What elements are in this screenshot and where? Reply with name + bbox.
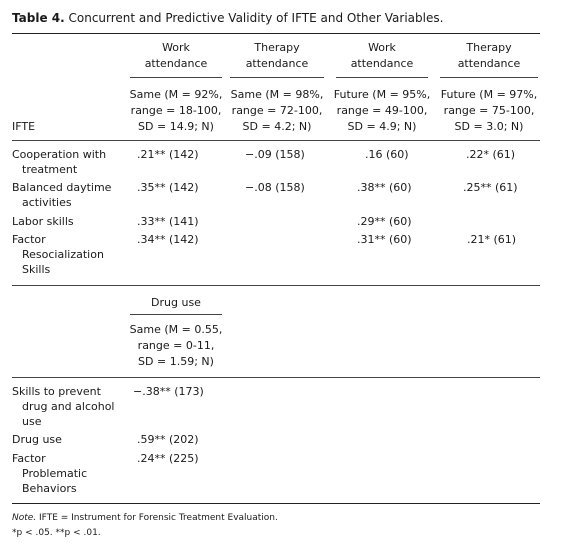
- row-label: Cooperation with treatment: [12, 148, 107, 176]
- drug-use-subheader: Same (M = 0.55, range = 0-11, SD = 1.59;…: [129, 323, 223, 368]
- row-label: Balanced daytime activities: [12, 181, 112, 209]
- row-label: Labor skills: [12, 215, 74, 228]
- top-rule: [12, 33, 540, 34]
- col1-header-rule: [130, 77, 222, 78]
- table-cell: .25** (61): [463, 181, 518, 194]
- col2-header-rule: [230, 77, 324, 78]
- col3-header-rule: [336, 77, 428, 78]
- stub-header: IFTE: [12, 120, 36, 133]
- table-cell: .16 (60): [365, 148, 409, 161]
- table-cell: −.08 (158): [245, 181, 305, 194]
- table-cell: .31** (60): [357, 233, 412, 246]
- bottom-rule: [12, 503, 540, 504]
- col1-subheader: Same (M = 92%, range = 18-100, SD = 14.9…: [129, 88, 223, 133]
- row-label: Drug use: [12, 433, 62, 446]
- table-cell: .34** (142): [137, 233, 199, 246]
- col2-header: Therapy attendance: [245, 41, 309, 70]
- table-cell: .29** (60): [357, 215, 412, 228]
- table-cell: .59** (202): [137, 433, 199, 446]
- table-cell: −.09 (158): [245, 148, 305, 161]
- col3-header: Work attendance: [350, 41, 414, 70]
- table-cell: .35** (142): [137, 181, 199, 194]
- table-cell: .21* (61): [467, 233, 517, 246]
- col4-header: Therapy attendance: [457, 41, 521, 70]
- significance-note: *p < .05. **p < .01.: [12, 528, 101, 538]
- table-title: Table 4. Concurrent and Predictive Valid…: [12, 11, 443, 25]
- col4-header-rule: [440, 77, 538, 78]
- row-label: Factor Resocialization Skills: [12, 233, 104, 276]
- row-label: Factor Problematic Behaviors: [12, 452, 88, 495]
- col4-subheader: Future (M = 97%, range = 75-100, SD = 3.…: [440, 88, 538, 133]
- bottom-header-rule: [12, 377, 540, 378]
- drug-use-header-rule: [130, 314, 222, 315]
- section-divider-rule: [12, 285, 540, 286]
- table-cell: .22* (61): [466, 148, 516, 161]
- table-cell: .33** (141): [137, 215, 199, 228]
- col2-subheader: Same (M = 98%, range = 72-100, SD = 4.2;…: [230, 88, 324, 133]
- table-cell: .21** (142): [137, 148, 199, 161]
- table-cell: −.38** (173): [133, 385, 204, 398]
- table-note: Note. IFTE = Instrument for Forensic Tre…: [12, 513, 278, 523]
- table-label: Table 4.: [12, 11, 65, 25]
- col3-subheader: Future (M = 95%, range = 49-100, SD = 4.…: [333, 88, 431, 133]
- row-label: Skills to prevent drug and alcohol use: [12, 385, 115, 428]
- drug-use-header: Drug use: [151, 296, 201, 309]
- table-cell: .38** (60): [357, 181, 412, 194]
- table-caption: Concurrent and Predictive Validity of IF…: [68, 11, 444, 25]
- header-bottom-rule: [12, 140, 540, 141]
- col1-header: Work attendance: [144, 41, 208, 70]
- table-cell: .24** (225): [137, 452, 199, 465]
